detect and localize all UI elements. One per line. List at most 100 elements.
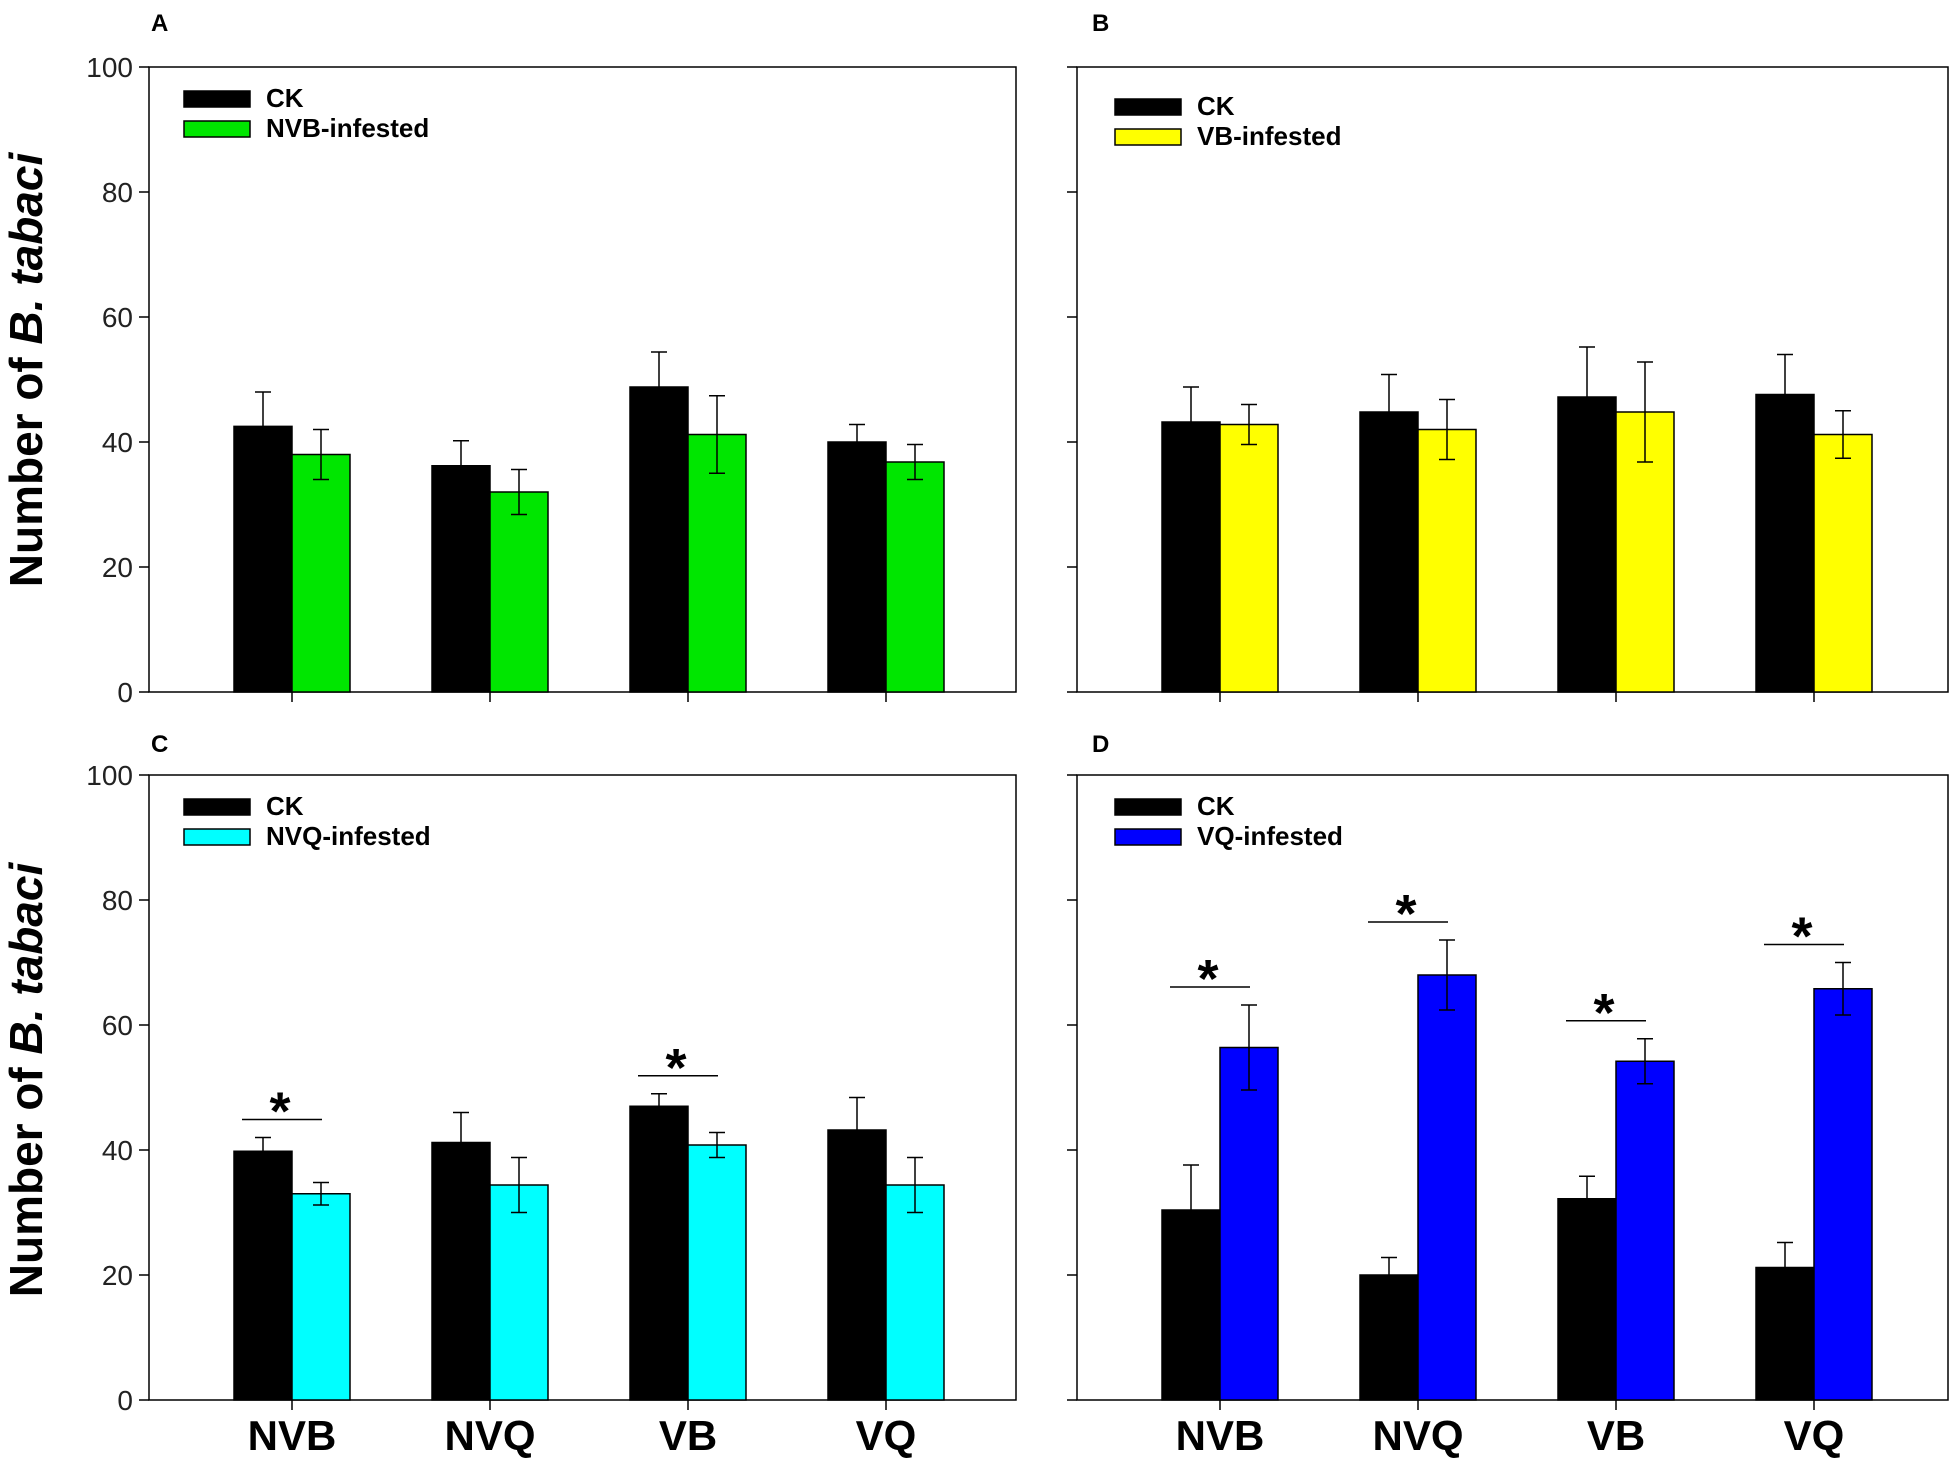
error-bar <box>511 1156 527 1214</box>
y-tick-label: 100 <box>86 760 133 791</box>
panels: 020406080100CKNVB-infestedCKVB-infested0… <box>86 52 1949 1459</box>
y-axis-label-bottom: Number of B. tabaci <box>0 862 52 1298</box>
bar-ck-vb <box>629 386 689 693</box>
bar-vq-infested-vb <box>1615 1060 1675 1401</box>
bar-nvq-infested-nvq <box>489 1184 549 1401</box>
error-bar <box>1579 1175 1595 1222</box>
error-bar <box>1439 939 1455 1011</box>
bar-ck-nvq <box>431 465 491 693</box>
error-bar <box>651 351 667 423</box>
y-axis-label-top: Number of B. tabaci <box>0 152 52 588</box>
x-tick-label-nvq: NVQ <box>444 1412 535 1459</box>
legend-label: NVB-infested <box>266 113 429 143</box>
bar-vq-infested-nvb <box>1219 1046 1279 1401</box>
legend-label: NVQ-infested <box>266 821 431 851</box>
significance-vb: * <box>1566 983 1646 1043</box>
legend-swatch <box>183 120 251 138</box>
legend-label: CK <box>266 791 304 821</box>
legend-swatch <box>1114 98 1182 116</box>
error-bar <box>1183 386 1199 458</box>
y-tick-label: 40 <box>102 427 133 458</box>
error-bar <box>1381 373 1397 451</box>
x-tick-label-nvb: NVB <box>248 1412 337 1459</box>
y-tick-label: 80 <box>102 885 133 916</box>
bar-vb-infested-nvb <box>1219 423 1279 693</box>
panel-frame <box>1076 66 1949 693</box>
y-tick-label: 40 <box>102 1135 133 1166</box>
legend-swatch <box>183 798 251 816</box>
legend-swatch <box>1114 128 1182 146</box>
x-tick-label-vb: VB <box>659 1412 717 1459</box>
error-bar <box>1835 961 1851 1016</box>
error-bar <box>1381 1256 1397 1294</box>
significance-vb: * <box>638 1038 718 1098</box>
x-tick-label-vq: VQ <box>856 1412 917 1459</box>
bar-vb-infested-vq <box>1813 433 1873 693</box>
significance-star: * <box>665 1038 686 1098</box>
x-tick-label-vb: VB <box>1587 1412 1645 1459</box>
bar-vq-infested-vq <box>1813 988 1873 1401</box>
bar-ck-vb <box>1557 1198 1617 1401</box>
significance-star: * <box>1395 884 1416 944</box>
legend-swatch <box>183 828 251 846</box>
legend-swatch <box>183 90 251 108</box>
significance-nvb: * <box>242 1082 322 1142</box>
legend-swatch <box>1114 798 1182 816</box>
error-bar <box>1777 353 1793 436</box>
error-bar <box>453 1111 469 1174</box>
significance-nvq: * <box>1368 884 1448 944</box>
panel-frame <box>148 774 1017 1401</box>
error-bar <box>907 443 923 481</box>
bar-ck-nvb <box>233 425 293 693</box>
error-bar <box>1439 398 1455 461</box>
bar-ck-nvq <box>1359 1274 1419 1401</box>
y-tick-label: 100 <box>86 52 133 83</box>
error-bar <box>1183 1164 1199 1256</box>
bar-nvq-infested-vq <box>885 1184 945 1401</box>
legend-label: CK <box>1197 91 1235 121</box>
legend-label: CK <box>266 83 304 113</box>
y-tick-label: 20 <box>102 1260 133 1291</box>
bar-vb-infested-nvq <box>1417 428 1477 693</box>
panel-frame <box>1076 774 1949 1401</box>
error-bar <box>849 1096 865 1164</box>
error-bar <box>1579 346 1595 448</box>
panel-letter-a: A <box>151 10 168 37</box>
panel-letter-d: D <box>1092 731 1109 758</box>
y-tick-label: 80 <box>102 177 133 208</box>
error-bar <box>511 468 527 516</box>
bar-nvb-infested-vq <box>885 461 945 693</box>
y-tick-label: 0 <box>117 1385 133 1416</box>
y-tick-label: 60 <box>102 1010 133 1041</box>
significance-star: * <box>269 1082 290 1142</box>
error-bar <box>1637 361 1653 463</box>
error-bar <box>907 1156 923 1214</box>
significance-star: * <box>1791 907 1812 967</box>
error-bar <box>709 1131 725 1159</box>
bar-nvb-infested-nvq <box>489 491 549 693</box>
legend-label: CK <box>1197 791 1235 821</box>
x-tick-label-vq: VQ <box>1784 1412 1845 1459</box>
bar-ck-vq <box>827 441 887 693</box>
x-tick-label-nvq: NVQ <box>1372 1412 1463 1459</box>
legend-label: VB-infested <box>1197 121 1341 151</box>
bar-ck-nvb <box>233 1150 293 1401</box>
significance-star: * <box>1197 949 1218 1009</box>
error-bar <box>849 423 865 461</box>
bar-ck-nvq <box>431 1141 491 1401</box>
error-bar <box>313 1181 329 1206</box>
bar-nvb-infested-nvb <box>291 453 351 693</box>
y-tick-label: 60 <box>102 302 133 333</box>
error-bar <box>313 428 329 481</box>
bar-nvb-infested-vb <box>687 433 747 693</box>
x-tick-label-nvb: NVB <box>1176 1412 1265 1459</box>
y-tick-label: 0 <box>117 677 133 708</box>
bar-ck-nvq <box>1359 411 1419 693</box>
error-bar <box>255 391 271 462</box>
